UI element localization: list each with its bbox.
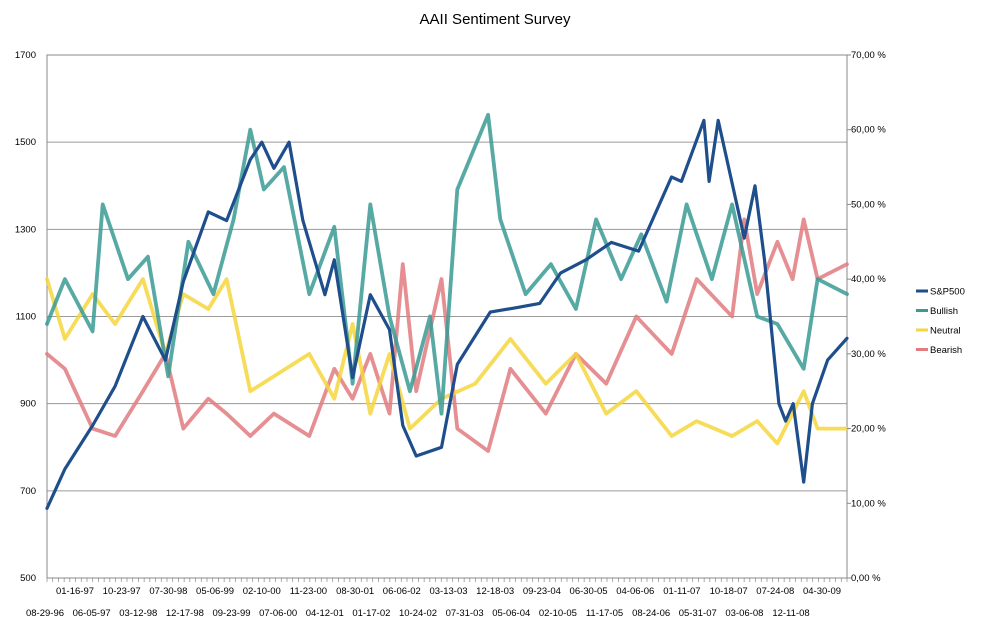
y-right-tick-label: 70,00 % (851, 50, 886, 61)
x-tick-label: 08-24-06 (632, 608, 670, 619)
y-left-tick-label: 500 (20, 573, 36, 584)
x-tick-label: 10-24-02 (399, 608, 437, 619)
x-tick-label: 05-06-04 (492, 608, 530, 619)
y-right-tick-label: 40,00 % (851, 274, 886, 285)
x-tick-label: 04-30-09 (803, 586, 841, 597)
right-y-axis: 0,00 % 10,00 % 20,00 % 30,00 % 40,00 % 50,00 … (847, 50, 886, 584)
x-tick-label: 05-06-99 (196, 586, 234, 597)
x-tick-label: 01-11-07 (663, 586, 700, 597)
y-right-tick-label: 30,00 % (851, 349, 886, 360)
x-tick-label: 06-30-05 (570, 586, 608, 597)
x-tick-label: 11-17-05 (586, 608, 623, 619)
y-right-tick-label: 50,00 % (851, 199, 886, 210)
x-tick-label: 01-16-97 (56, 586, 94, 597)
x-tick-label: 09-23-99 (212, 608, 250, 619)
x-tick-label: 08-29-96 (26, 608, 64, 619)
legend-label: Bullish (930, 306, 958, 317)
x-axis: 01-16-97 10-23-97 07-30-98 05-06-99 02-10-00… (26, 578, 848, 619)
y-right-tick-label: 10,00 % (851, 498, 886, 509)
legend: S&P500 Bullish Neutral Bearish (916, 287, 965, 356)
x-tick-label: 02-10-05 (539, 608, 577, 619)
y-left-tick-label: 1100 (16, 312, 36, 323)
x-tick-label: 10-23-97 (103, 586, 141, 597)
y-left-tick-label: 700 (20, 486, 36, 497)
y-left-tick-label: 900 (20, 399, 36, 410)
y-left-tick-label: 1700 (15, 50, 36, 61)
y-right-tick-label: 60,00 % (851, 125, 886, 136)
x-tick-label: 12-11-08 (772, 608, 809, 619)
legend-label: Bearish (930, 345, 962, 356)
x-tick-label: 02-10-00 (243, 586, 281, 597)
x-tick-label: 07-31-03 (446, 608, 484, 619)
x-tick-label: 07-24-08 (756, 586, 794, 597)
x-tick-label: 06-05-97 (73, 608, 111, 619)
y-right-tick-label: 0,00 % (851, 573, 881, 584)
y-right-tick-label: 20,00 % (851, 424, 886, 435)
x-tick-label: 04-12-01 (306, 608, 344, 619)
x-tick-label: 03-06-08 (725, 608, 763, 619)
x-tick-label: 08-30-01 (336, 586, 374, 597)
x-tick-label: 07-30-98 (149, 586, 187, 597)
x-tick-label: 11-23-00 (290, 586, 327, 597)
x-tick-label: 01-17-02 (352, 608, 390, 619)
legend-label: Neutral (930, 326, 961, 337)
series-lines (45, 112, 849, 510)
left-y-axis: 500 700 900 1100 1300 1500 1700 (15, 50, 36, 584)
x-tick-label: 12-17-98 (166, 608, 204, 619)
y-left-tick-label: 1500 (15, 137, 36, 148)
x-tick-label: 10-18-07 (710, 586, 748, 597)
legend-label: S&P500 (930, 287, 965, 298)
x-tick-label: 03-13-03 (429, 586, 467, 597)
chart-title: AAII Sentiment Survey (420, 11, 571, 28)
x-tick-label: 06-06-02 (383, 586, 421, 597)
x-tick-label: 05-31-07 (679, 608, 717, 619)
y-left-tick-label: 1300 (15, 224, 36, 235)
x-tick-label: 03-12-98 (119, 608, 157, 619)
x-tick-label: 07-06-00 (259, 608, 297, 619)
x-tick-label: 12-18-03 (476, 586, 514, 597)
x-tick-label: 09-23-04 (523, 586, 561, 597)
x-tick-label: 04-06-06 (616, 586, 654, 597)
